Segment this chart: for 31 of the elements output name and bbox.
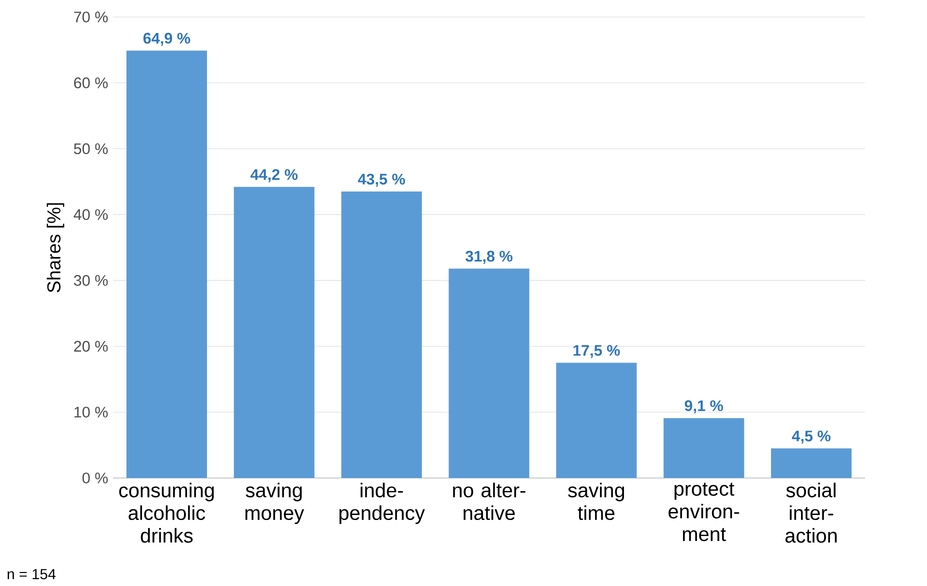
y-tick-label: 20 % (74, 340, 108, 352)
bar (234, 186, 314, 478)
text: n = 154 (8, 569, 56, 580)
data-label: 4,5 % (792, 430, 830, 444)
y-tick-label: 40 % (74, 209, 108, 220)
bar (664, 418, 744, 478)
x-tick-label: social inter- action (785, 482, 837, 543)
data-label: 9,1 % (684, 400, 724, 414)
bar (341, 192, 422, 478)
x-tick-label: protect environ- ment (668, 482, 740, 542)
data-label: 44,2 % (250, 169, 298, 182)
data-label: 64,9 % (143, 32, 190, 46)
x-tick-label: no alter- native (453, 482, 526, 520)
y-tick-label: 50 % (74, 143, 108, 154)
y-tick-label: 70 % (74, 12, 108, 22)
x-tick-label: saving time (568, 482, 624, 520)
y-axis-title: Shares [%] (46, 203, 64, 292)
x-tick-label: consuming alcoholic drinks (119, 482, 214, 543)
data-label: 43,5 % (358, 174, 406, 187)
bar (448, 268, 530, 478)
x-tick-label: saving money (245, 482, 304, 524)
bar (126, 50, 208, 478)
bar (771, 448, 852, 478)
bar (556, 362, 637, 478)
y-tick-label: 30 % (74, 275, 108, 286)
x-tick-label: inde- pendency (340, 482, 425, 524)
y-tick-label: 60 % (74, 77, 108, 88)
y-tick-label: 0 % (82, 472, 108, 484)
y-tick-label: 10 % (74, 406, 108, 418)
data-label: 17,5 % (574, 345, 620, 358)
data-label: 31,8 % (465, 250, 512, 264)
